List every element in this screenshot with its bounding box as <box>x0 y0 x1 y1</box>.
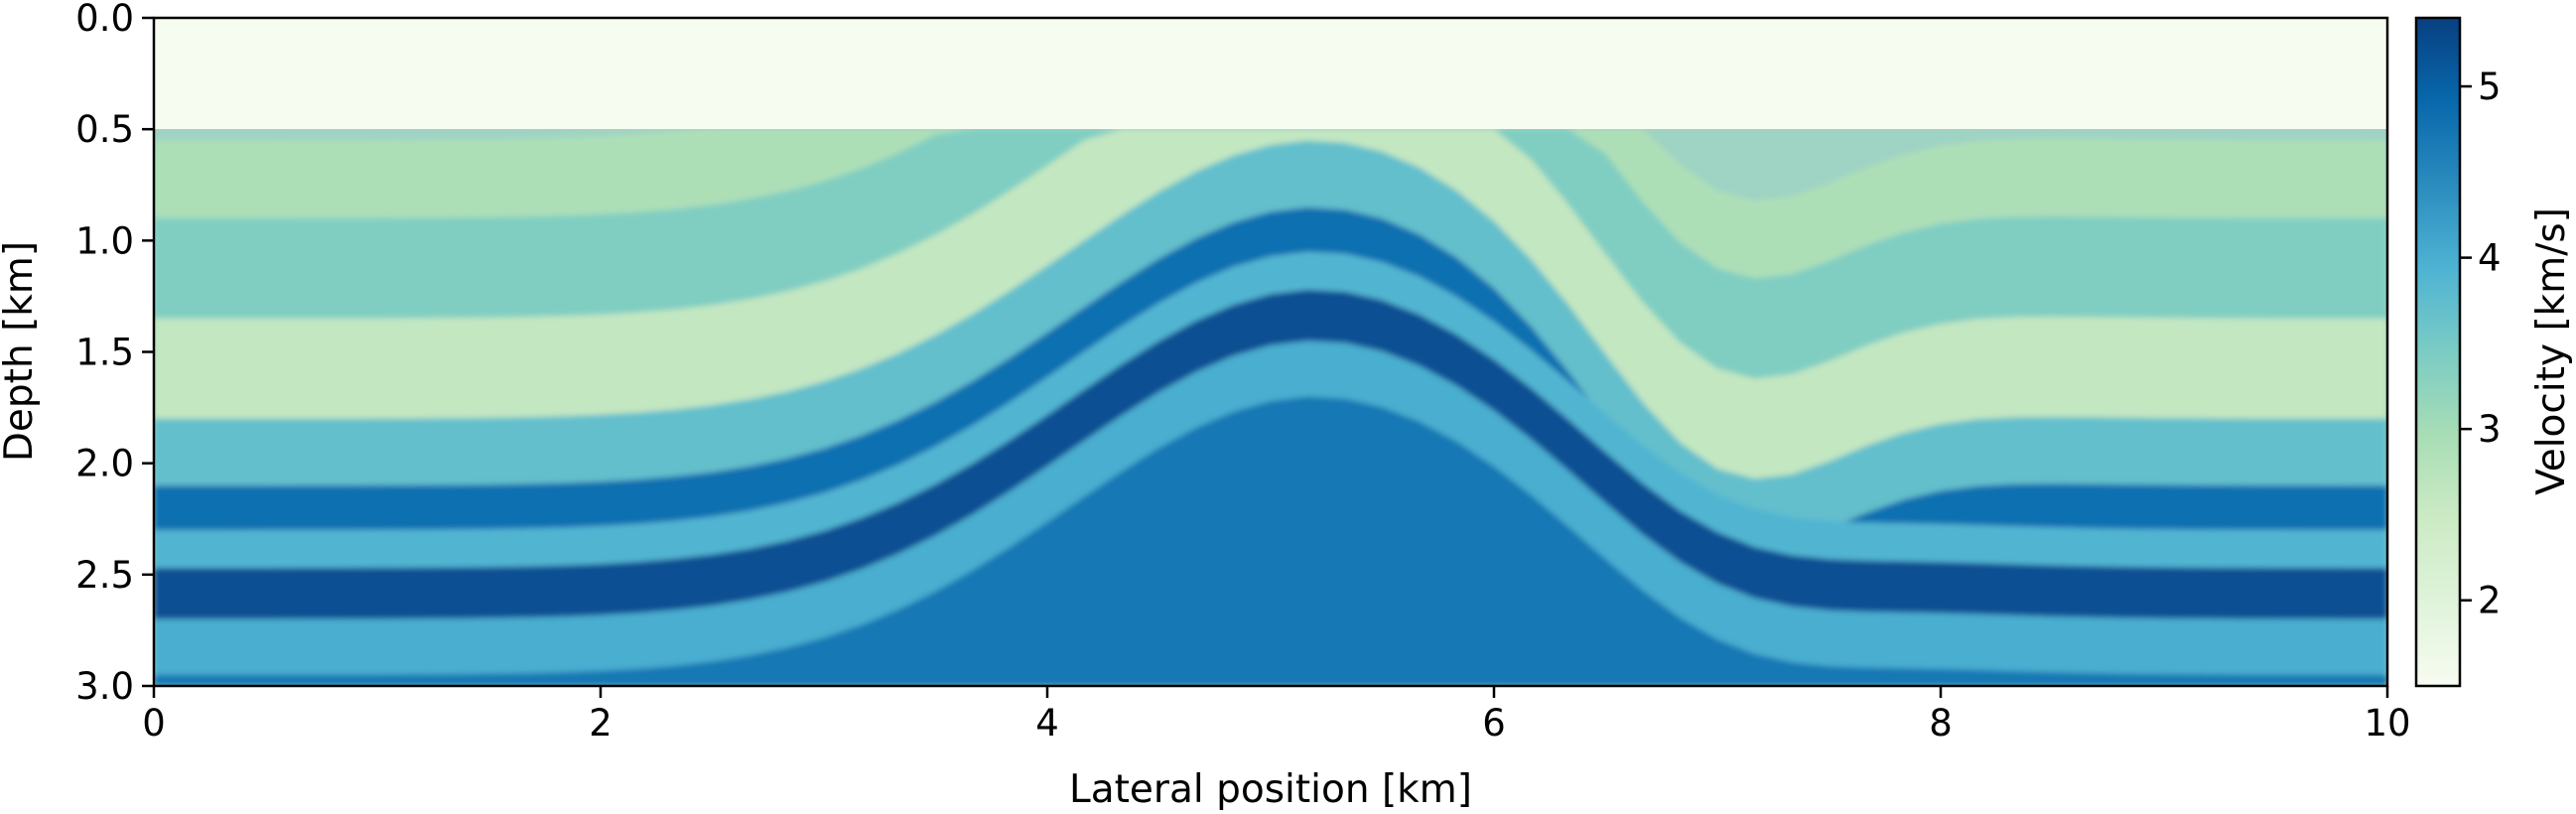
y-axis-title: Depth [km] <box>0 241 42 462</box>
x-axis-title: Lateral position [km] <box>1069 767 1472 812</box>
colorbar-tick-label: 4 <box>2478 237 2502 280</box>
velocity-layer <box>154 340 2387 675</box>
colorbar-frame <box>2414 16 2462 688</box>
y-tick-label: 0.5 <box>75 108 134 151</box>
water-layer <box>154 18 2387 129</box>
y-tick-label: 1.5 <box>75 332 134 374</box>
velocity-layer <box>154 140 2387 546</box>
velocity-layer <box>154 129 2387 479</box>
y-tick-label: 2.5 <box>75 554 134 597</box>
colorbar: 2 3 4 5 Velocity [km/s] <box>2414 16 2574 688</box>
x-axis-ticks: 0 2 4 6 8 10 <box>142 686 2411 745</box>
colorbar-tick-label: 2 <box>2478 580 2502 622</box>
heatmap-layers <box>154 129 2387 686</box>
y-tick-label: 2.0 <box>75 443 134 485</box>
y-tick-label: 3.0 <box>75 665 134 708</box>
colorbar-title: Velocity [km/s] <box>2529 207 2574 495</box>
y-tick-label: 1.0 <box>75 219 134 262</box>
x-tick-label: 0 <box>142 702 166 745</box>
colorbar-tick-label: 5 <box>2478 66 2502 108</box>
x-tick-label: 10 <box>2364 702 2410 745</box>
colorbar-ticks: 2 3 4 5 <box>2460 66 2502 622</box>
x-tick-label: 2 <box>589 702 612 745</box>
x-tick-label: 6 <box>1482 702 1506 745</box>
x-tick-label: 8 <box>1929 702 1953 745</box>
velocity-layer <box>154 251 2387 569</box>
velocity-layer <box>154 396 2387 686</box>
colorbar-tick-label: 3 <box>2478 408 2502 451</box>
y-tick-label: 0.0 <box>75 0 134 40</box>
y-axis-ticks: 0.0 0.5 1.0 1.5 2.0 2.5 3.0 <box>75 0 154 708</box>
velocity-layer <box>154 129 2387 379</box>
velocity-heatmap <box>154 18 2387 686</box>
velocity-layer <box>154 289 2387 619</box>
x-tick-label: 4 <box>1035 702 1059 745</box>
colorbar-fill <box>2416 18 2460 686</box>
velocity-layer <box>154 206 2387 546</box>
velocity-layer <box>154 129 2387 279</box>
